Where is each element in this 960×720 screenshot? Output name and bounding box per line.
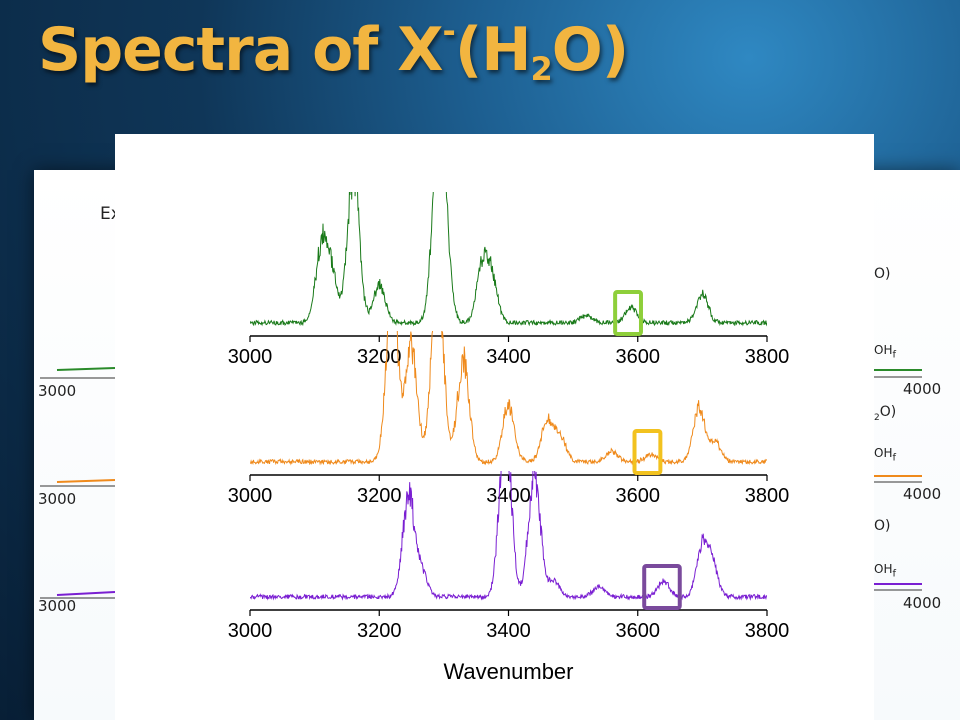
tick-label-3-3800: 3800 — [745, 620, 790, 642]
tick-label-1-3800: 3800 — [745, 346, 790, 368]
background-tick-right-2: 4000 — [903, 485, 942, 503]
background-oh-label-3: OHf — [874, 562, 896, 580]
tick-label-1-3200: 3200 — [357, 346, 402, 368]
spectrum-line-1 — [250, 192, 767, 327]
background-oh-label-1: OHf — [874, 343, 896, 361]
background-label-o-1: O) — [874, 266, 891, 282]
tick-label-3-3400: 3400 — [486, 620, 531, 642]
background-label-2o: 2O) — [874, 404, 897, 423]
background-purple-trace-left — [56, 591, 116, 596]
spectrum-line-2 — [250, 331, 767, 466]
background-oh-label-2: OHf — [874, 446, 896, 464]
tick-label-2-3200: 3200 — [357, 485, 402, 507]
background-tick-right-1: 4000 — [903, 380, 942, 398]
tick-label-2-3400: 3400 — [486, 485, 531, 507]
highlight-box-2 — [632, 429, 663, 475]
tick-label-2-3800: 3800 — [745, 485, 790, 507]
tick-label-3-3000: 3000 — [228, 620, 273, 642]
tick-label-3-3600: 3600 — [616, 620, 661, 642]
tick-label-3-3200: 3200 — [357, 620, 402, 642]
background-green-trace-left — [56, 367, 116, 371]
background-tick-right-3: 4000 — [903, 594, 942, 612]
background-label-o-2: O) — [874, 518, 891, 534]
spectra-figure: 3000 3200 3400 3600 3800 3000 3200 3400 3600 3800… — [115, 134, 874, 720]
tick-label-1-3600: 3600 — [616, 346, 661, 368]
x-axis-label: Wavenumber — [443, 659, 573, 684]
background-tick-left-2: 3000 — [38, 490, 77, 508]
background-tick-left-1: 3000 — [38, 382, 77, 400]
slide-title: Spectra of X-(H2O) — [38, 12, 629, 88]
tick-label-1-3000: 3000 — [228, 346, 273, 368]
tick-label-1-3400: 3400 — [486, 346, 531, 368]
background-orange-trace-left — [56, 479, 116, 483]
highlight-box-3 — [642, 564, 682, 610]
highlight-box-1 — [613, 290, 643, 336]
spectra-chart: 3000 3200 3400 3600 3800 3000 3200 3400 3600 3800… — [228, 192, 790, 684]
tick-label-2-3600: 3600 — [616, 485, 661, 507]
background-tick-left-3: 3000 — [38, 597, 77, 615]
tick-label-2-3000: 3000 — [228, 485, 273, 507]
